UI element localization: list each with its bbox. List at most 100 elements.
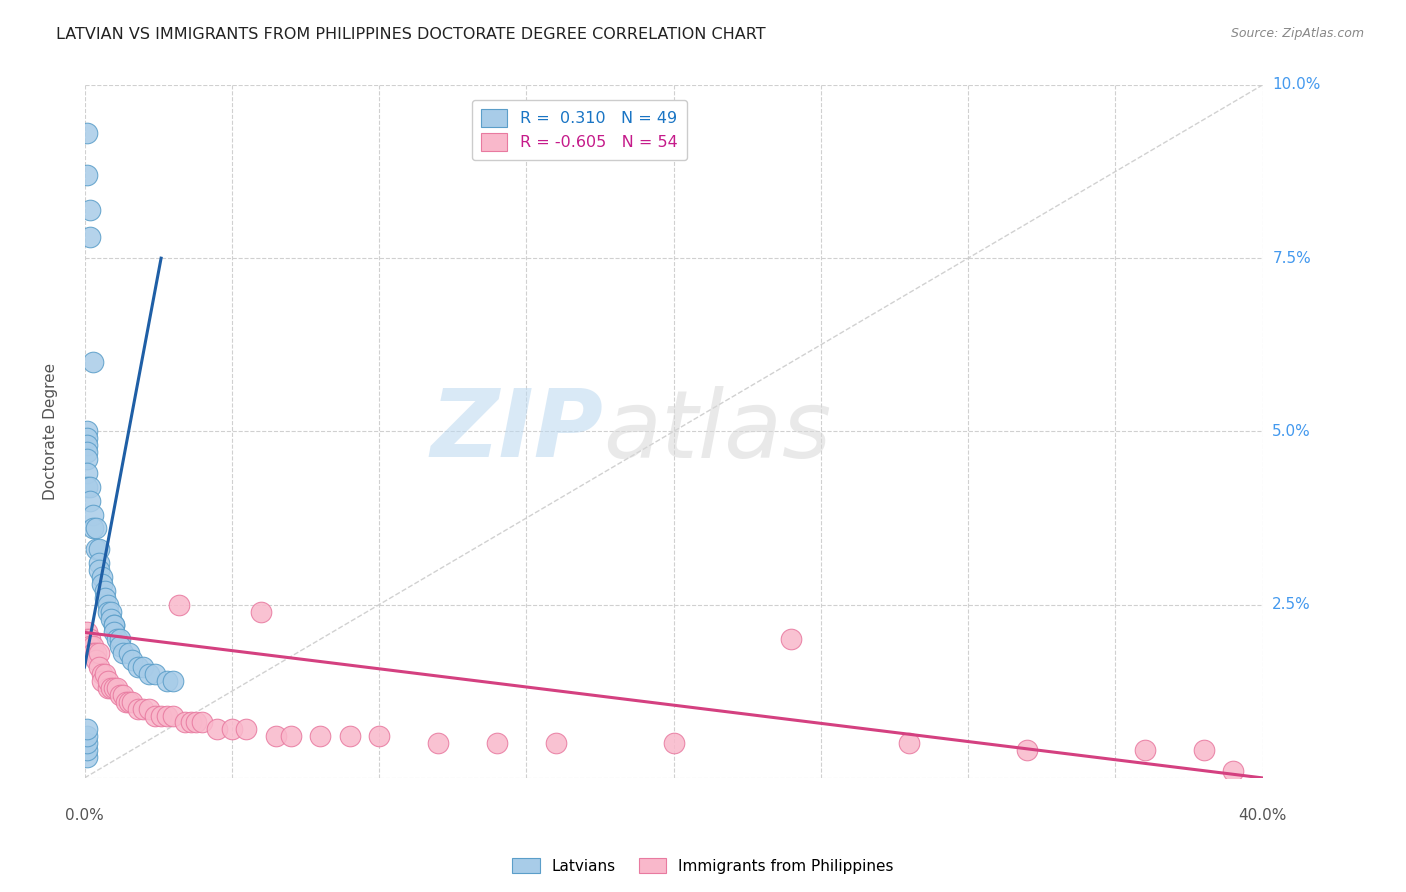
Point [138, 667, 160, 681]
Point [97, 681, 120, 695]
Point [114, 695, 136, 709]
Point [485, 736, 508, 750]
Point [84, 521, 107, 535]
Point [84, 653, 107, 667]
Legend: Latvians, Immigrants from Philippines: Latvians, Immigrants from Philippines [506, 852, 900, 880]
Point [76, 168, 98, 182]
Point [1133, 743, 1156, 757]
Point [76, 625, 98, 640]
Point [76, 466, 98, 480]
Point [162, 673, 184, 688]
Point [100, 605, 122, 619]
Text: 2.5%: 2.5% [1272, 597, 1310, 612]
Point [264, 729, 287, 743]
Point [76, 425, 98, 439]
Point [339, 729, 361, 743]
Point [79, 640, 101, 654]
Point [82, 521, 104, 535]
Point [76, 736, 98, 750]
Point [162, 708, 184, 723]
Point [105, 681, 128, 695]
Point [250, 605, 273, 619]
Point [91, 577, 114, 591]
Point [100, 681, 122, 695]
Point [1192, 743, 1215, 757]
Point [89, 556, 111, 570]
Point [76, 480, 98, 494]
Point [108, 640, 131, 654]
Point [118, 646, 141, 660]
Point [280, 729, 302, 743]
Point [105, 632, 128, 647]
Point [79, 493, 101, 508]
Point [76, 729, 98, 743]
Point [108, 632, 131, 647]
Point [76, 750, 98, 764]
Point [121, 695, 143, 709]
Point [82, 508, 104, 522]
Point [221, 723, 243, 737]
Point [89, 542, 111, 557]
Point [180, 715, 202, 730]
Point [132, 660, 155, 674]
Point [191, 715, 214, 730]
Point [76, 127, 98, 141]
Point [143, 708, 166, 723]
Point [132, 701, 155, 715]
Point [544, 736, 567, 750]
Point [186, 715, 208, 730]
Point [89, 660, 111, 674]
Point [76, 452, 98, 467]
Point [84, 646, 107, 660]
Point [79, 230, 101, 244]
Point [94, 583, 117, 598]
Point [79, 480, 101, 494]
Text: 10.0%: 10.0% [1272, 78, 1320, 93]
Point [82, 646, 104, 660]
Text: atlas: atlas [603, 386, 831, 477]
Point [111, 688, 134, 702]
Text: 5.0%: 5.0% [1272, 424, 1310, 439]
Point [108, 688, 131, 702]
Point [100, 611, 122, 625]
Point [662, 736, 685, 750]
Point [1015, 743, 1038, 757]
Point [156, 708, 179, 723]
Text: LATVIAN VS IMMIGRANTS FROM PHILIPPINES DOCTORATE DEGREE CORRELATION CHART: LATVIAN VS IMMIGRANTS FROM PHILIPPINES D… [56, 27, 766, 42]
Point [103, 625, 125, 640]
Point [76, 445, 98, 459]
Point [103, 681, 125, 695]
Point [309, 729, 332, 743]
Point [91, 570, 114, 584]
Point [118, 695, 141, 709]
Point [111, 646, 134, 660]
Point [143, 667, 166, 681]
Point [205, 723, 228, 737]
Point [84, 542, 107, 557]
Point [127, 701, 149, 715]
Point [103, 618, 125, 632]
Point [76, 723, 98, 737]
Point [898, 736, 921, 750]
Point [79, 632, 101, 647]
Point [368, 729, 391, 743]
Text: 0.0%: 0.0% [65, 808, 104, 823]
Point [426, 736, 449, 750]
Text: Source: ZipAtlas.com: Source: ZipAtlas.com [1230, 27, 1364, 40]
Point [82, 355, 104, 369]
Point [235, 723, 257, 737]
Text: ZIP: ZIP [430, 385, 603, 477]
Legend: R =  0.310   N = 49, R = -0.605   N = 54: R = 0.310 N = 49, R = -0.605 N = 54 [471, 100, 688, 161]
Point [150, 708, 173, 723]
Point [167, 598, 190, 612]
Point [1222, 764, 1244, 778]
Point [89, 646, 111, 660]
Text: 40.0%: 40.0% [1239, 808, 1286, 823]
Point [173, 715, 195, 730]
Point [82, 640, 104, 654]
Point [76, 431, 98, 445]
Point [89, 563, 111, 577]
Point [103, 618, 125, 632]
Y-axis label: Doctorate Degree: Doctorate Degree [44, 363, 58, 500]
Point [79, 202, 101, 217]
